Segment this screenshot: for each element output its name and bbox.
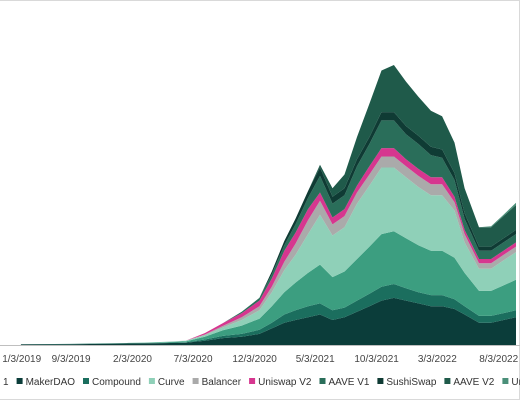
legend-label-aave-v2: AAVE V2 [453, 377, 494, 388]
x-tick-label: 5/3/2021 [296, 354, 335, 365]
x-tick-labels: 1/3/2019 9/3/2019 2/3/2020 7/3/2020 12/3/202… [2, 354, 518, 365]
x-tick-label: 8/3/2022 [479, 354, 518, 365]
legend-swatch-balancer [192, 378, 199, 384]
legend-swatch-curve [148, 378, 155, 384]
legend-label-1: 1 [3, 377, 9, 388]
legend-swatch-aave-v1 [319, 378, 326, 384]
area-series-balancer [20, 167, 517, 345]
legend-label-aave-v1: AAVE V1 [329, 377, 370, 388]
legend-label-makerdao: MakerDAO [26, 377, 76, 388]
x-tick-label: 3/3/2022 [418, 354, 457, 365]
x-tick-label: 9/3/2019 [52, 354, 91, 365]
legend-label-sushiswap: SushiSwap [386, 377, 436, 388]
legend-swatch-uniswap-v2 [249, 378, 256, 384]
legend-swatch-uniswap-v3 [502, 378, 509, 384]
x-tick-label: 7/3/2020 [174, 354, 213, 365]
legend-swatch-makerdao [16, 378, 23, 384]
legend-swatch-aave-v2 [444, 378, 451, 384]
x-tick-label: 2/3/2020 [113, 354, 152, 365]
area-series-makerdao [20, 297, 517, 345]
legend-label-uniswap-v3: Uniswap V3 [511, 377, 520, 388]
legend-label-balancer: Balancer [202, 377, 242, 388]
x-tick-label: 1/3/2019 [2, 354, 41, 365]
legend-swatch-sushiswap [377, 378, 384, 384]
area-series-group [20, 65, 517, 345]
legend-label-compound: Compound [92, 377, 141, 388]
legend-label-curve: Curve [158, 377, 185, 388]
area-series-curve [20, 231, 517, 345]
legend-swatch-compound [83, 378, 89, 384]
legend-label-uniswap-v2: Uniswap V2 [258, 377, 312, 388]
x-tick-label: 12/3/2020 [232, 354, 277, 365]
x-tick-label: 10/3/2021 [354, 354, 399, 365]
legend: 1 MakerDAO Compound Curve Balancer Uniswap V2… [3, 377, 520, 388]
